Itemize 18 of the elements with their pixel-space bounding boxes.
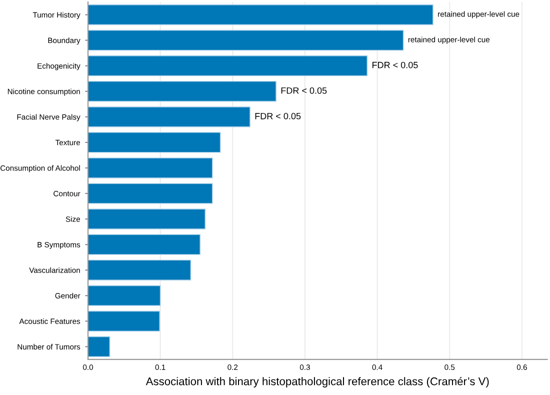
annotation: FDR < 0.05 bbox=[281, 87, 327, 94]
bar bbox=[88, 310, 160, 332]
bar bbox=[88, 260, 192, 280]
x-axis-title: Association with binary histopathological reference class (Cramér’s V) bbox=[146, 376, 489, 388]
bar bbox=[88, 183, 213, 204]
bar bbox=[88, 158, 213, 178]
bar bbox=[88, 80, 276, 102]
bar bbox=[88, 234, 201, 255]
bar bbox=[88, 208, 206, 230]
annotation: FDR < 0.05 bbox=[372, 62, 418, 68]
bar bbox=[88, 285, 161, 306]
bar bbox=[88, 336, 110, 358]
bar bbox=[88, 132, 221, 153]
bar bbox=[88, 106, 250, 128]
annotation: FDR < 0.05 bbox=[255, 112, 301, 120]
bar bbox=[88, 4, 434, 26]
bar bbox=[88, 55, 368, 76]
bar bbox=[88, 30, 404, 51]
